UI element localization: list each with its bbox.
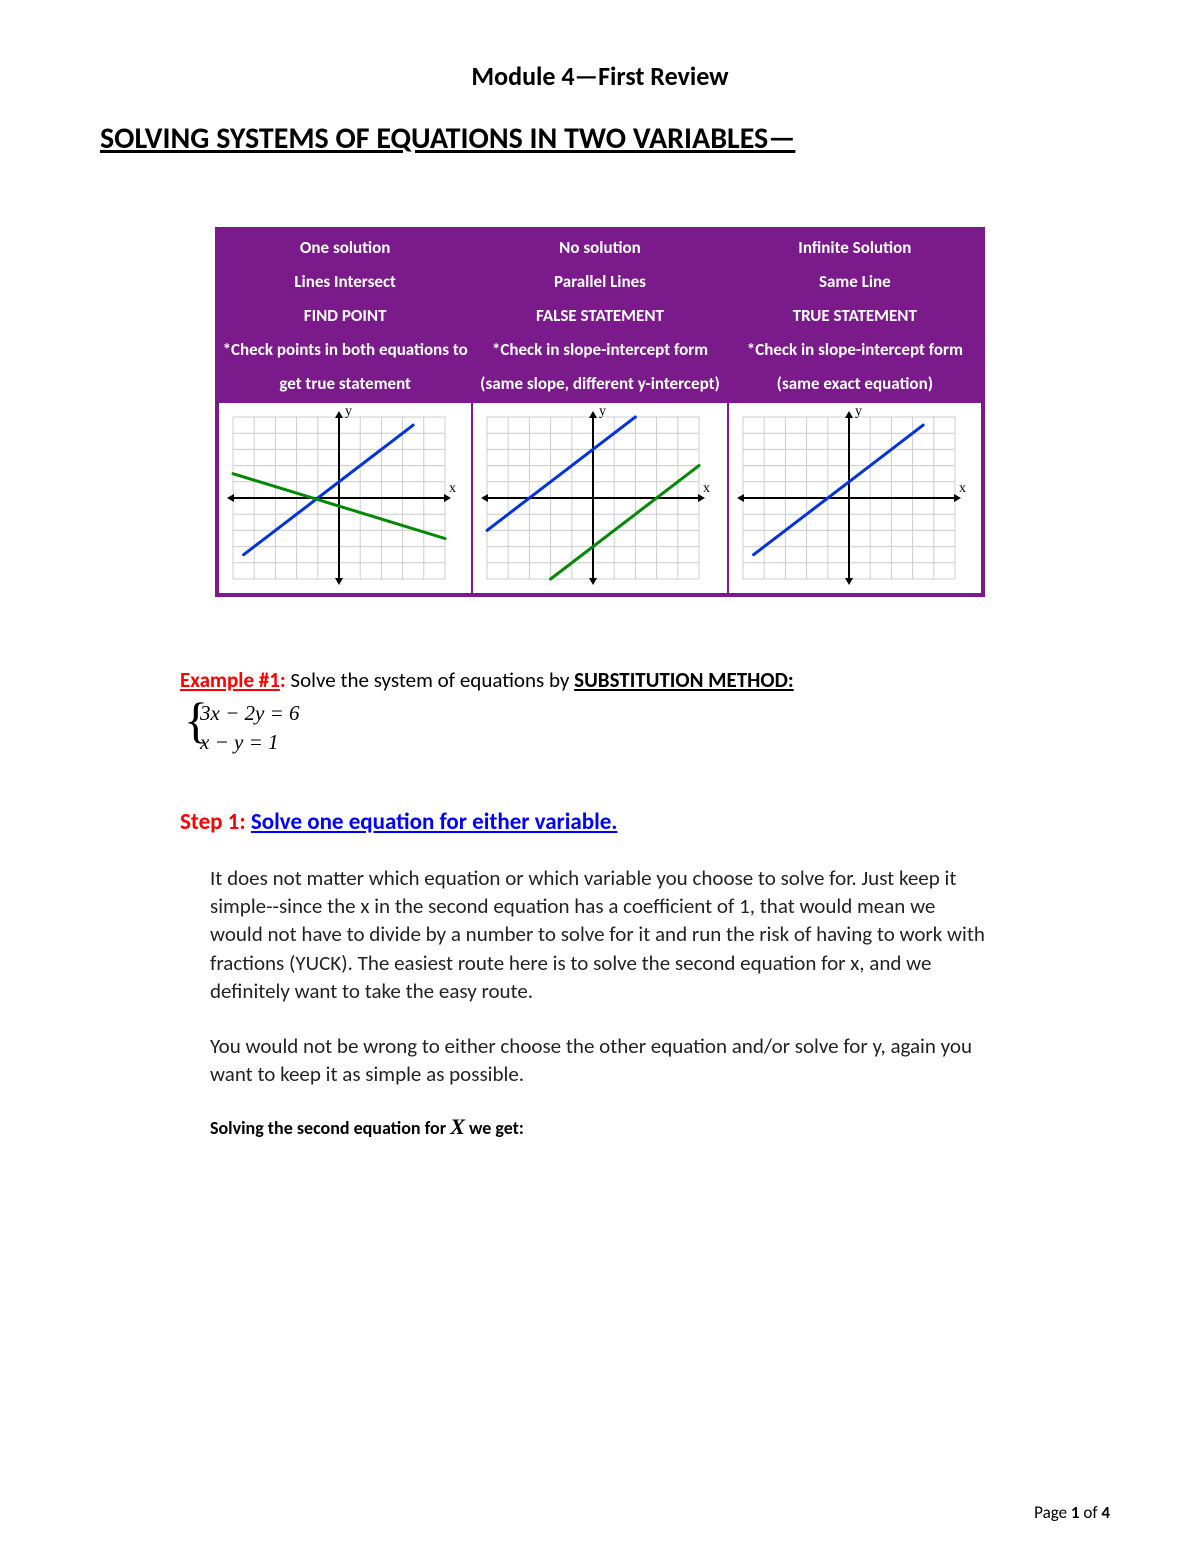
graph-cell-no-solution: xy <box>472 402 727 595</box>
graph-intersecting: xy <box>219 403 459 593</box>
system-brace-icon: { <box>184 695 208 745</box>
example-intro-text: Solve the system of equations by <box>286 667 575 693</box>
table-header-row: One solution Lines Intersect FIND POINT … <box>217 229 983 402</box>
step-text: Solve one equation for either variable. <box>251 808 618 836</box>
col-header-infinite-solution: Infinite Solution Same Line TRUE STATEME… <box>728 229 983 402</box>
example-method: SUBSTITUTION METHOD: <box>574 667 794 693</box>
example-label: Example #1 <box>180 667 280 693</box>
hdr-line: *Check in slope-intercept form (same slo… <box>473 333 726 401</box>
svg-text:x: x <box>449 481 456 496</box>
hdr-line: Infinite Solution <box>729 231 981 265</box>
step-number: Step 1: <box>180 808 251 836</box>
svg-text:x: x <box>959 481 966 496</box>
svg-text:x: x <box>703 481 710 496</box>
hdr-line: *Check points in both equations to get t… <box>219 333 471 401</box>
equation-system: { 3x − 2y = 6 x − y = 1 <box>184 699 1020 758</box>
hdr-line: Parallel Lines <box>473 265 726 299</box>
solving-post: we get: <box>465 1117 524 1139</box>
hdr-line: One solution <box>219 231 471 265</box>
main-title: SOLVING SYSTEMS OF EQUATIONS IN TWO VARI… <box>100 120 1100 157</box>
solving-var: X <box>450 1114 465 1139</box>
page-footer: Page 1 of 4 <box>1034 1502 1110 1523</box>
svg-text:y: y <box>855 404 862 419</box>
footer-current-page: 1 <box>1071 1502 1080 1523</box>
hdr-line: *Check in slope-intercept form (same exa… <box>729 333 981 401</box>
solving-pre: Solving the second equation for <box>210 1117 450 1139</box>
col-header-no-solution: No solution Parallel Lines FALSE STATEME… <box>472 229 727 402</box>
explanation-paragraph-1: It does not matter which equation or whi… <box>210 864 990 1006</box>
hdr-line: Same Line <box>729 265 981 299</box>
explanation-paragraph-2: You would not be wrong to either choose … <box>210 1032 990 1089</box>
graph-parallel: xy <box>473 403 713 593</box>
example-block: Example #1: Solve the system of equation… <box>180 667 1020 1140</box>
example-intro-line: Example #1: Solve the system of equation… <box>180 667 1020 693</box>
graph-cell-one-solution: xy <box>217 402 472 595</box>
hdr-line: FALSE STATEMENT <box>473 299 726 333</box>
solution-types-table: One solution Lines Intersect FIND POINT … <box>215 227 985 597</box>
equation-1: 3x − 2y = 6 <box>200 699 1020 728</box>
hdr-line: TRUE STATEMENT <box>729 299 981 333</box>
module-title: Module 4—First Review <box>100 60 1100 92</box>
hdr-line: No solution <box>473 231 726 265</box>
hdr-line: FIND POINT <box>219 299 471 333</box>
page: Module 4—First Review SOLVING SYSTEMS OF… <box>0 0 1200 1553</box>
graph-same-line: xy <box>729 403 969 593</box>
footer-pre: Page <box>1034 1502 1071 1523</box>
col-header-one-solution: One solution Lines Intersect FIND POINT … <box>217 229 472 402</box>
hdr-line: Lines Intersect <box>219 265 471 299</box>
svg-text:y: y <box>345 404 352 419</box>
svg-text:y: y <box>599 404 606 419</box>
table-graph-row: xy xy xy <box>217 402 983 595</box>
footer-mid: of <box>1080 1502 1102 1523</box>
step-1-heading: Step 1: Solve one equation for either va… <box>180 808 1020 836</box>
solving-line: Solving the second equation for X we get… <box>210 1114 1020 1140</box>
equation-2: x − y = 1 <box>200 728 1020 757</box>
footer-total-pages: 4 <box>1101 1502 1110 1523</box>
graph-cell-infinite-solution: xy <box>728 402 983 595</box>
